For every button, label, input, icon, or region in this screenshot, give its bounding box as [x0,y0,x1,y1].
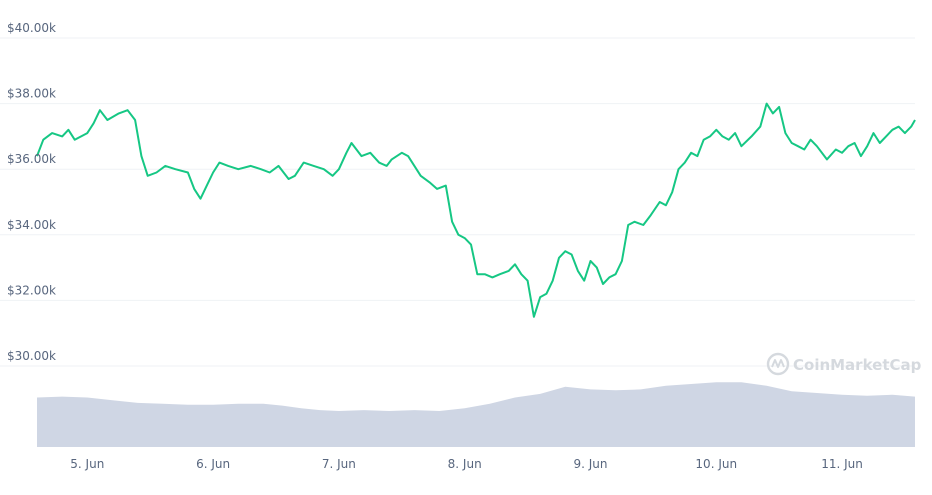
x-tick-label: 8. Jun [448,457,482,471]
y-tick-label: $34.00k [7,218,56,232]
x-tick-label: 6. Jun [196,457,230,471]
y-tick-label: $36.00k [7,152,56,166]
y-tick-label: $32.00k [7,283,56,297]
x-axis: 5. Jun 6. Jun 7. Jun 8. Jun 9. Jun 10. Jun 11.… [70,457,863,471]
volume-layer [37,382,915,447]
coinmarketcap-watermark: CoinMarketCap [766,352,922,376]
watermark-text: CoinMarketCap [793,356,922,374]
x-tick-label: 7. Jun [322,457,356,471]
y-axis: $40.00k $38.00k $36.00k $34.00k $32.00k $30.0… [7,21,56,363]
y-tick-label: $40.00k [7,21,56,35]
coinmarketcap-logo-mark [771,359,785,368]
y-tick-label: $30.00k [7,349,56,363]
x-tick-label: 5. Jun [70,457,104,471]
x-tick-label: 11. Jun [821,457,863,471]
price-line [36,102,916,318]
grid-layer [0,37,915,367]
line-layer [36,102,916,318]
coinmarketcap-logo-icon [766,352,790,376]
volume-area [37,382,915,447]
x-tick-label: 10. Jun [695,457,737,471]
y-tick-label: $38.00k [7,87,56,101]
x-tick-label: 9. Jun [573,457,607,471]
